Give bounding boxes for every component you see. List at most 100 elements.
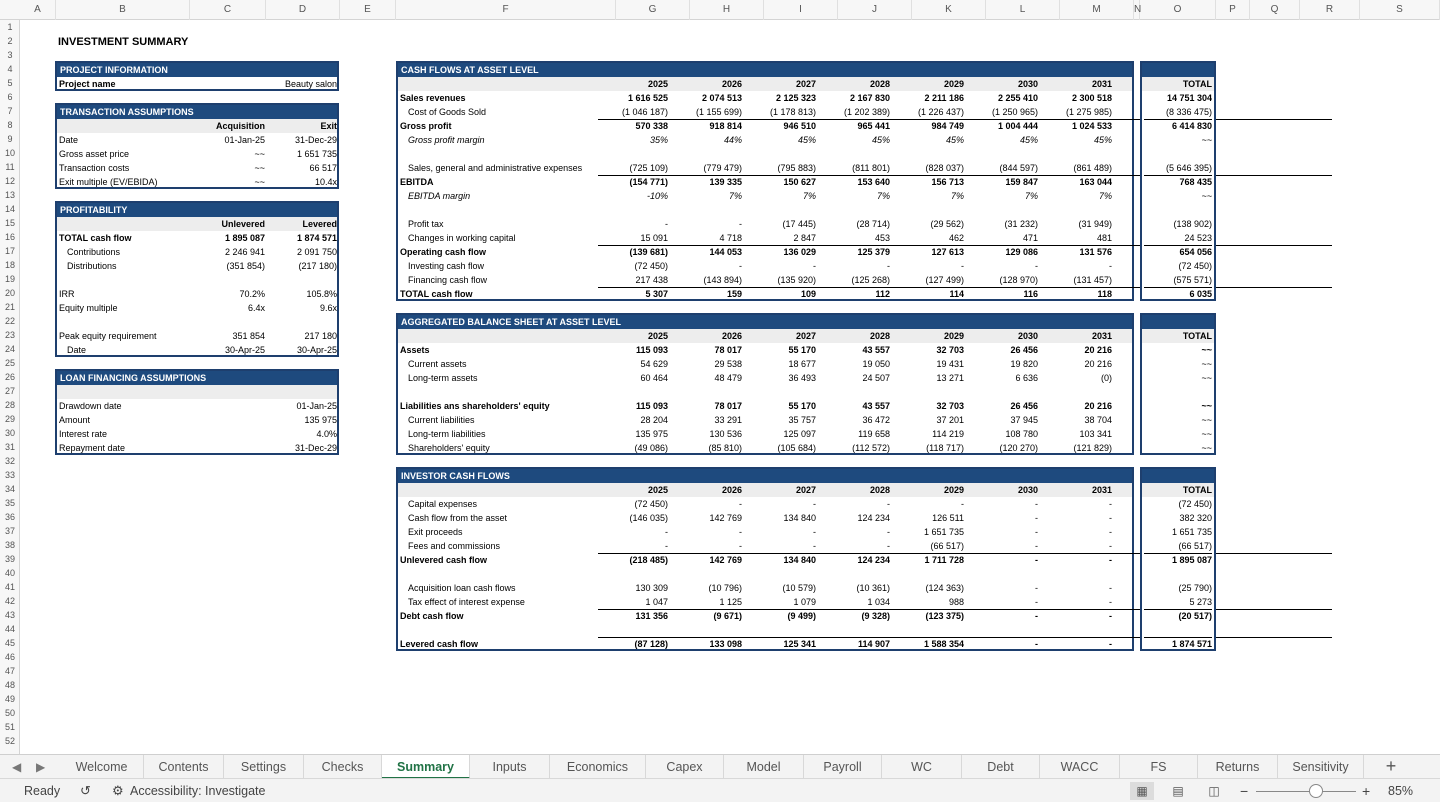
transaction-exit-value[interactable]: 1 651 735 — [296, 149, 337, 159]
cashflows-row-label[interactable]: EBITDA — [400, 177, 434, 187]
cashflows-value[interactable]: - — [1109, 261, 1112, 271]
investor-total-value[interactable]: 5 273 — [1189, 597, 1212, 607]
cashflows-value[interactable]: 4 718 — [719, 233, 742, 243]
year-header-2026[interactable]: 2026 — [721, 485, 742, 495]
balance-total-value[interactable]: ~~ — [1201, 359, 1212, 369]
next-sheet-icon[interactable]: ▶ — [36, 760, 46, 774]
profitability-levered-value[interactable]: 217 180 — [304, 331, 337, 341]
row-header-48[interactable]: 48 — [4, 680, 15, 690]
profitability-row-label[interactable]: Peak equity requirement — [59, 331, 157, 341]
cashflows-value[interactable]: - — [1035, 261, 1038, 271]
balance-value[interactable]: 115 093 — [635, 345, 668, 355]
cashflows-value[interactable]: 45% — [797, 135, 816, 145]
balance-value[interactable]: 103 341 — [1079, 429, 1112, 439]
cashflows-total-value[interactable]: 654 056 — [1179, 247, 1212, 257]
tab-wc[interactable]: WC — [882, 755, 962, 779]
investor-value[interactable]: 1 079 — [793, 597, 816, 607]
row-header-3[interactable]: 3 — [7, 50, 13, 60]
row-header-16[interactable]: 16 — [4, 232, 15, 242]
cashflows-value[interactable]: 45% — [1093, 135, 1112, 145]
investor-value[interactable]: - — [1109, 527, 1112, 537]
row-header-18[interactable]: 18 — [4, 260, 15, 270]
total-header[interactable]: TOTAL — [1182, 485, 1212, 495]
loan-row-label[interactable]: Repayment date — [59, 443, 126, 453]
investor-value[interactable]: - — [739, 541, 742, 551]
accessibility-icon[interactable]: ⚙ — [112, 783, 124, 798]
balance-value[interactable]: 33 291 — [714, 415, 742, 425]
cashflows-value[interactable]: (31 949) — [1078, 219, 1112, 229]
cashflows-value[interactable]: 15 091 — [640, 233, 668, 243]
balance-value[interactable]: 60 464 — [640, 373, 668, 383]
cashflows-total-value[interactable]: ~~ — [1201, 191, 1212, 201]
balance-total-value[interactable]: ~~ — [1201, 429, 1212, 439]
transaction-acquisition-value[interactable]: ~~ — [254, 163, 265, 173]
year-header-2027[interactable]: 2027 — [795, 331, 816, 341]
cashflows-value[interactable]: (1 046 187) — [621, 107, 668, 117]
investor-value[interactable]: 134 840 — [783, 555, 816, 565]
tab-welcome[interactable]: Welcome — [60, 755, 144, 779]
cashflows-value[interactable]: (31 232) — [1004, 219, 1038, 229]
total-header[interactable]: TOTAL — [1182, 79, 1212, 89]
row-header-43[interactable]: 43 — [4, 610, 15, 620]
balance-value[interactable]: (120 270) — [999, 443, 1038, 453]
cashflows-value[interactable]: (795 883) — [777, 163, 816, 173]
year-header-2028[interactable]: 2028 — [869, 485, 890, 495]
row-header-50[interactable]: 50 — [4, 708, 15, 718]
investor-value[interactable]: - — [665, 527, 668, 537]
year-header-2029[interactable]: 2029 — [943, 485, 964, 495]
row-header-7[interactable]: 7 — [7, 106, 13, 116]
transaction-row-label[interactable]: Exit multiple (EV/EBIDA) — [59, 177, 158, 187]
year-header-2030[interactable]: 2030 — [1017, 485, 1038, 495]
balance-value[interactable]: 13 271 — [936, 373, 964, 383]
row-header-37[interactable]: 37 — [4, 526, 15, 536]
cashflows-row-label[interactable]: Profit tax — [408, 219, 444, 229]
cashflows-value[interactable]: (143 894) — [703, 275, 742, 285]
tab-contents[interactable]: Contents — [144, 755, 224, 779]
investor-value[interactable]: (9 671) — [713, 611, 742, 621]
balance-value[interactable]: 43 557 — [862, 401, 890, 411]
balance-value[interactable]: 26 456 — [1010, 401, 1038, 411]
investor-value[interactable]: 114 907 — [857, 639, 890, 649]
investor-total-value[interactable]: (66 517) — [1178, 541, 1212, 551]
row-header-13[interactable]: 13 — [4, 190, 15, 200]
cashflows-value[interactable]: 453 — [874, 233, 890, 243]
column-header-d[interactable]: D — [266, 0, 340, 20]
cashflows-value[interactable]: (125 268) — [851, 275, 890, 285]
investor-value[interactable]: (66 517) — [930, 541, 964, 551]
balance-value[interactable]: 26 456 — [1010, 345, 1038, 355]
row-header-28[interactable]: 28 — [4, 400, 15, 410]
cashflows-value[interactable]: 7% — [728, 191, 742, 201]
year-header-2025[interactable]: 2025 — [647, 331, 668, 341]
cashflows-value[interactable]: 45% — [945, 135, 964, 145]
balance-total-value[interactable]: ~~ — [1201, 415, 1212, 425]
cashflows-row-label[interactable]: TOTAL cash flow — [400, 289, 473, 299]
row-header-10[interactable]: 10 — [4, 148, 15, 158]
cashflows-value[interactable]: 1 616 525 — [627, 93, 668, 103]
cashflows-value[interactable]: (29 562) — [930, 219, 964, 229]
cashflows-value[interactable]: (1 155 699) — [695, 107, 742, 117]
profitability-unlevered-value[interactable]: 30-Apr-25 — [224, 345, 265, 355]
profitability-levered-value[interactable]: (217 180) — [298, 261, 337, 271]
cashflows-row-label[interactable]: Gross profit margin — [408, 135, 485, 145]
cashflows-value[interactable]: (811 801) — [852, 163, 890, 173]
balance-value[interactable]: 37 201 — [936, 415, 964, 425]
investor-value[interactable]: - — [1035, 639, 1038, 649]
loan-row-value[interactable]: 31-Dec-29 — [294, 443, 337, 453]
cashflows-total-value[interactable]: 6 035 — [1189, 289, 1212, 299]
cashflows-row-label[interactable]: Sales revenues — [400, 93, 466, 103]
balance-value[interactable]: 78 017 — [714, 401, 742, 411]
balance-value[interactable]: 55 170 — [788, 401, 816, 411]
row-header-12[interactable]: 12 — [4, 176, 15, 186]
row-header-35[interactable]: 35 — [4, 498, 15, 508]
row-header-33[interactable]: 33 — [4, 470, 15, 480]
profitability-levered-value[interactable]: 1 874 571 — [296, 233, 337, 243]
profitability-levered-value[interactable]: 105.8% — [306, 289, 337, 299]
cashflows-value[interactable]: 5 307 — [645, 289, 668, 299]
cashflows-row-label[interactable]: Operating cash flow — [400, 247, 487, 257]
row-header-46[interactable]: 46 — [4, 652, 15, 662]
balance-value[interactable]: (105 684) — [777, 443, 816, 453]
row-header-29[interactable]: 29 — [4, 414, 15, 424]
cashflows-value[interactable]: (725 109) — [629, 163, 668, 173]
balance-value[interactable]: 35 757 — [788, 415, 816, 425]
